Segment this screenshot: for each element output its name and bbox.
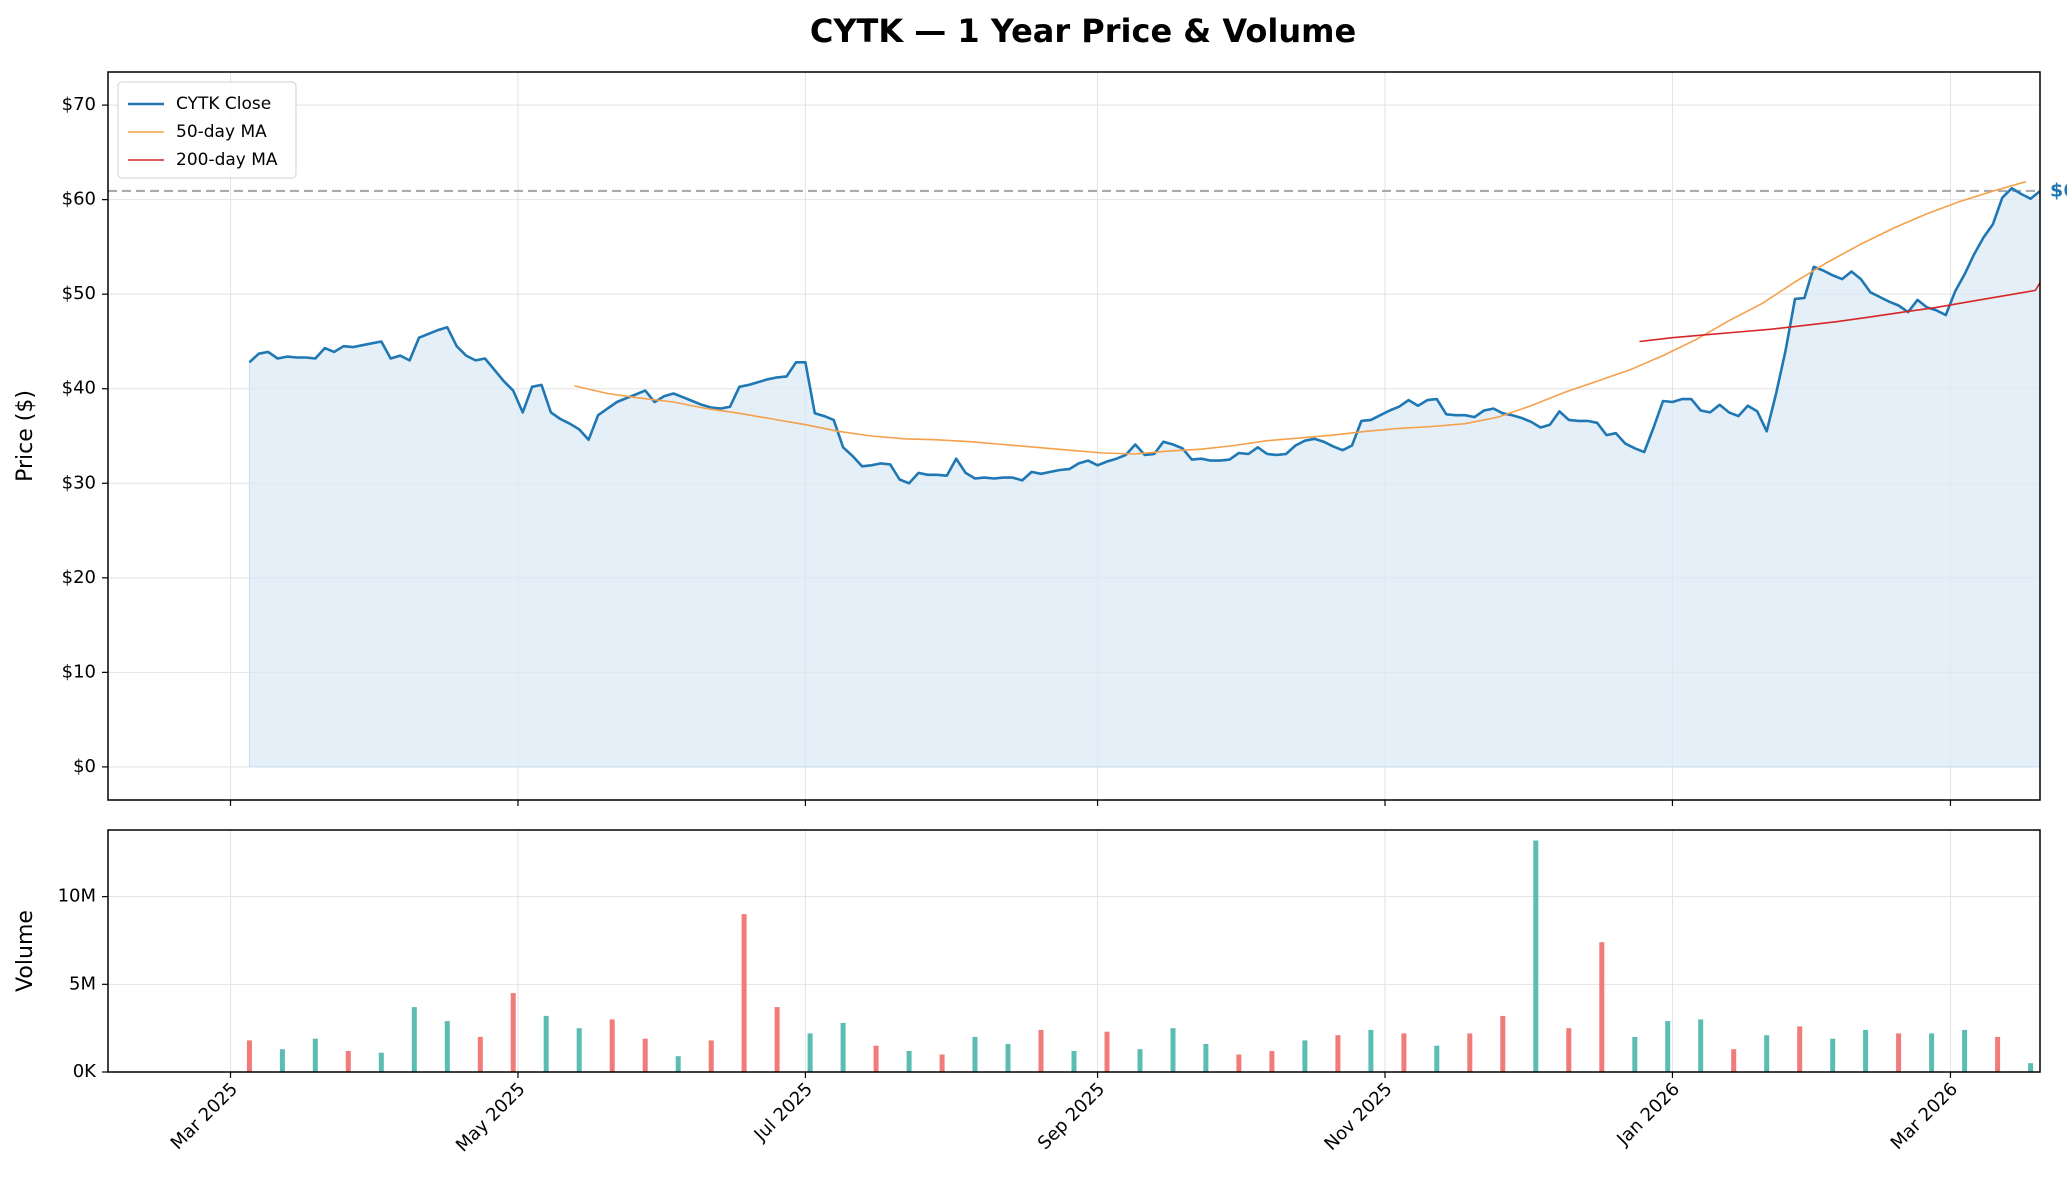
volume-bar-26	[1104, 1031, 1110, 1072]
volume-bar-31	[1269, 1051, 1275, 1072]
legend-entry-ma50: 50-day MA	[128, 122, 267, 142]
volume-bar-22	[972, 1036, 978, 1072]
volume-ytick-label-2: 10M	[58, 886, 96, 907]
volume-bar-1	[279, 1049, 285, 1072]
volume-bar-35	[1401, 1033, 1407, 1072]
volume-bar-28	[1170, 1028, 1176, 1072]
volume-bar-34	[1368, 1029, 1374, 1072]
price-ytick-label-3: $30	[62, 472, 96, 493]
legend-box	[117, 81, 297, 179]
volume-bar-30	[1236, 1054, 1242, 1072]
volume-bar-7	[477, 1036, 483, 1072]
volume-bar-33	[1335, 1035, 1341, 1072]
volume-bar-11	[609, 1019, 615, 1072]
price-ytick-label-7: $70	[62, 94, 96, 115]
volume-bar-54	[2028, 1063, 2034, 1072]
volume-bar-52	[1962, 1029, 1968, 1072]
volume-bar-48	[1830, 1038, 1836, 1072]
volume-bar-4	[378, 1052, 384, 1072]
price-y-axis-label: Price ($)	[13, 390, 38, 482]
volume-bars	[246, 840, 2034, 1072]
volume-bar-14	[708, 1040, 714, 1072]
volume-bar-3	[345, 1051, 351, 1072]
price-panel: $60.92 $0 $10 $20 $30 $40 $50 $60 $70 Price ($)…	[13, 71, 2067, 806]
volume-bar-32	[1302, 1040, 1308, 1072]
ma200-line	[1639, 282, 2041, 343]
volume-bar-29	[1203, 1043, 1209, 1072]
volume-bar-45	[1731, 1049, 1737, 1072]
legend-label-ma50: 50-day MA	[176, 122, 267, 142]
legend-label-close: CYTK Close	[176, 94, 271, 114]
legend: CYTK Close 50-day MA 200-day MA	[117, 81, 297, 179]
volume-y-ticks: 0K 5M 10M	[58, 886, 108, 1082]
volume-bar-18	[840, 1022, 846, 1072]
volume-bar-6	[444, 1021, 450, 1072]
volume-bar-25	[1071, 1051, 1077, 1072]
volume-bar-36	[1434, 1045, 1440, 1072]
price-ytick-label-1: $10	[62, 661, 96, 682]
volume-bar-13	[675, 1056, 681, 1072]
price-ytick-label-2: $20	[62, 567, 96, 588]
volume-bar-51	[1929, 1033, 1935, 1072]
volume-bar-23	[1005, 1043, 1011, 1072]
volume-bar-41	[1599, 942, 1605, 1072]
price-x-ticks	[229, 800, 1952, 806]
volume-bar-2	[312, 1038, 318, 1072]
close-price-line	[248, 187, 2041, 485]
volume-y-axis-label: Volume	[13, 910, 38, 992]
volume-bar-47	[1797, 1026, 1803, 1072]
volume-bar-40	[1566, 1028, 1572, 1072]
volume-bar-15	[741, 914, 747, 1072]
volume-bar-38	[1500, 1015, 1506, 1072]
volume-panel-frame	[107, 829, 2041, 1073]
price-panel-frame	[107, 71, 2041, 801]
volume-bar-39	[1533, 840, 1539, 1072]
price-ytick-label-4: $40	[62, 378, 96, 399]
volume-bar-53	[1995, 1036, 2001, 1072]
volume-bar-27	[1137, 1049, 1143, 1072]
legend-entry-ma200: 200-day MA	[128, 150, 278, 170]
volume-ytick-label-0: 0K	[73, 1061, 97, 1082]
last-price-label: $60.92	[2050, 179, 2067, 201]
volume-bar-42	[1632, 1036, 1638, 1072]
volume-bar-50	[1896, 1033, 1902, 1072]
legend-label-ma200: 200-day MA	[176, 150, 278, 170]
volume-bar-16	[774, 1007, 780, 1072]
volume-bar-37	[1467, 1033, 1473, 1072]
volume-bar-8	[510, 993, 516, 1072]
volume-bar-17	[807, 1033, 813, 1072]
volume-bar-19	[873, 1045, 879, 1072]
chart-title: CYTK — 1 Year Price & Volume	[810, 12, 1356, 50]
volume-bar-46	[1764, 1035, 1770, 1072]
ma50-line	[574, 180, 2027, 455]
price-ytick-label-5: $50	[62, 283, 96, 304]
volume-bar-24	[1038, 1029, 1044, 1072]
legend-entry-close: CYTK Close	[128, 94, 271, 114]
volume-bar-20	[906, 1051, 912, 1072]
volume-bar-9	[543, 1015, 549, 1072]
volume-bar-44	[1698, 1019, 1704, 1072]
volume-bar-0	[246, 1040, 252, 1072]
volume-bar-21	[939, 1054, 945, 1072]
price-ytick-label-6: $60	[62, 189, 96, 210]
price-y-ticks: $0 $10 $20 $30 $40 $50 $60 $70	[62, 94, 108, 777]
volume-bar-5	[411, 1007, 417, 1072]
volume-ytick-label-1: 5M	[69, 973, 96, 994]
volume-bar-49	[1863, 1029, 1869, 1072]
volume-bar-43	[1665, 1021, 1671, 1072]
price-ytick-label-0: $0	[73, 756, 96, 777]
volume-bar-10	[576, 1028, 582, 1072]
volume-bar-12	[642, 1038, 648, 1072]
